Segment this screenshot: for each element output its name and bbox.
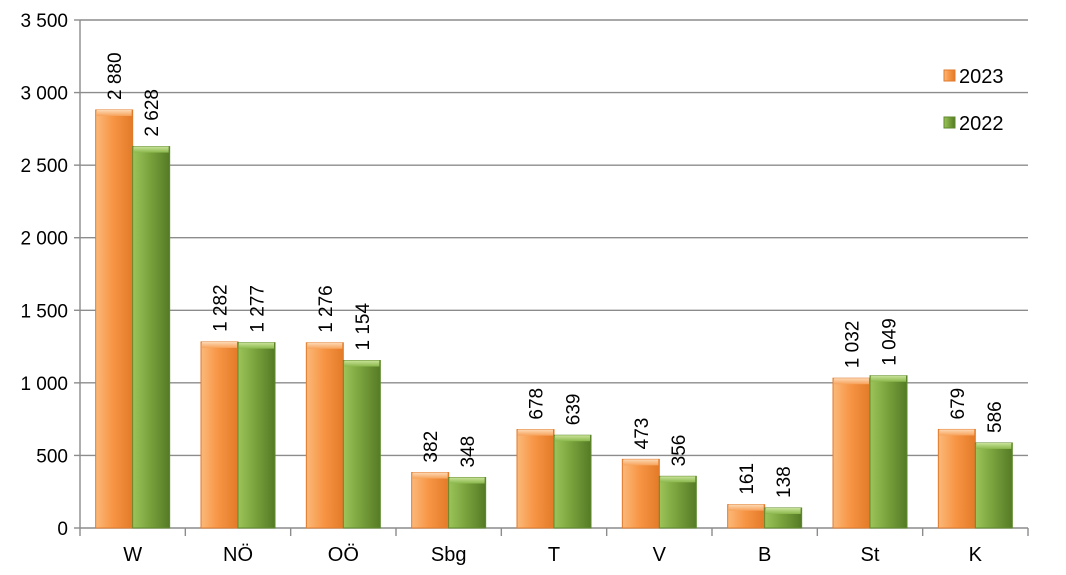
data-label: 679 — [948, 388, 969, 420]
y-tick-label: 1 000 — [20, 374, 68, 395]
bar-2023 — [200, 341, 239, 529]
bar-bevel — [939, 429, 975, 436]
bar-bevel — [834, 378, 869, 385]
y-tick-label: 3 000 — [20, 84, 68, 105]
x-tick-label: OÖ — [328, 544, 359, 566]
bar-bevel — [976, 442, 1012, 449]
bar-body — [237, 342, 276, 529]
y-tick-label: 3 500 — [20, 11, 68, 32]
bar-2022 — [237, 342, 276, 529]
bar-2023 — [621, 458, 660, 529]
bar-bevel — [344, 360, 380, 367]
bar-body — [305, 342, 344, 529]
data-label: 161 — [737, 463, 758, 495]
y-tick-label: 2 500 — [20, 156, 68, 177]
bar-2023 — [937, 428, 976, 529]
bar-bevel — [765, 507, 801, 514]
bar-2022 — [132, 146, 171, 529]
bar-2022 — [974, 442, 1013, 529]
data-label: 1 154 — [353, 303, 374, 351]
bar-bevel — [96, 109, 132, 116]
bar-bevel — [133, 146, 169, 153]
x-tick-label: St — [861, 544, 880, 566]
bar-body — [132, 146, 171, 529]
data-label: 348 — [458, 436, 479, 468]
bar-2022 — [764, 507, 803, 529]
bar-bevel — [239, 342, 274, 349]
bar-body — [516, 429, 555, 529]
legend-item-2022: 2022 — [943, 113, 1004, 135]
data-label: 382 — [421, 431, 442, 463]
bar-bevel — [871, 375, 906, 382]
legend-label: 2022 — [959, 113, 1004, 135]
y-tick-label: 1 500 — [20, 301, 68, 322]
x-tick-label: V — [653, 544, 667, 566]
bar-body — [937, 428, 976, 529]
bar-bevel — [555, 435, 590, 442]
bar-bevel — [307, 342, 343, 349]
bar-bevel — [623, 459, 659, 466]
y-tick-label: 500 — [36, 446, 68, 467]
bar-body — [832, 377, 871, 529]
data-labels: 2 880 2 628 1 282 1 277 1 276 1 154 382 348 678 6… — [105, 52, 1006, 498]
legend: 2023 2022 — [943, 66, 1004, 135]
data-label: 1 032 — [843, 321, 864, 369]
bar-body — [974, 442, 1013, 529]
bar-body — [553, 434, 592, 529]
data-label: 1 049 — [880, 318, 901, 366]
bar-2022 — [342, 360, 381, 529]
bar-bevel — [202, 341, 237, 348]
bar-2023 — [516, 429, 555, 529]
legend-swatch — [943, 116, 956, 129]
y-tick-label: 0 — [57, 519, 68, 540]
bar-body — [411, 472, 450, 529]
legend-item-2023: 2023 — [943, 66, 1004, 88]
data-label: 2 628 — [142, 89, 163, 137]
bar-body — [658, 475, 697, 529]
x-tick-label: T — [548, 544, 560, 566]
bar-bevel — [660, 476, 696, 483]
data-label: 1 276 — [316, 285, 337, 333]
bar-bevel — [518, 429, 553, 436]
bar-body — [621, 458, 660, 529]
y-tick-label: 2 000 — [20, 229, 68, 250]
bar-2023 — [95, 109, 134, 529]
bar-bevel — [412, 472, 448, 479]
data-label: 1 277 — [248, 285, 269, 333]
data-label: 356 — [669, 435, 690, 467]
bar-2023 — [727, 504, 766, 529]
data-label: 1 282 — [211, 284, 232, 332]
legend-swatch — [943, 69, 956, 82]
data-label: 138 — [774, 466, 795, 498]
bars — [95, 109, 1013, 529]
x-tick-label: Sbg — [431, 544, 467, 566]
bar-2023 — [832, 377, 871, 529]
bar-2023 — [411, 472, 450, 529]
data-label: 2 880 — [105, 52, 126, 100]
bar-bevel — [449, 477, 485, 484]
bar-body — [869, 375, 908, 529]
bar-body — [200, 341, 239, 529]
x-tick-label: B — [758, 544, 771, 566]
bar-body — [95, 109, 134, 529]
data-label: 586 — [985, 401, 1006, 433]
bar-2023 — [305, 342, 344, 529]
x-tick-label: K — [969, 544, 983, 566]
bar-2022 — [553, 434, 592, 529]
bar-body — [342, 360, 381, 529]
data-label: 678 — [527, 388, 548, 420]
legend-label: 2023 — [959, 66, 1004, 88]
bar-2022 — [869, 375, 908, 529]
bar-bevel — [728, 504, 764, 511]
bar-body — [448, 476, 487, 529]
x-tick-label: W — [123, 544, 142, 566]
bar-2022 — [448, 476, 487, 529]
bar-2022 — [658, 475, 697, 529]
x-tick-label: NÖ — [223, 544, 253, 566]
data-label: 639 — [564, 394, 585, 426]
data-label: 473 — [632, 418, 653, 450]
